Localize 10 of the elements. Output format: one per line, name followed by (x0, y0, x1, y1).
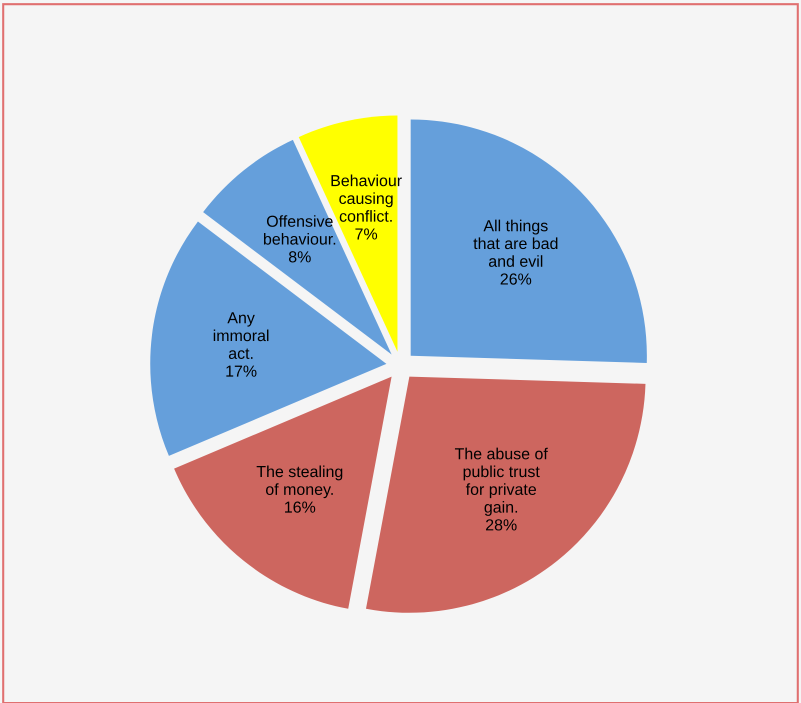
slice-label: All things that are bad and evil (473, 220, 558, 267)
data-label: 7% (355, 228, 378, 240)
slice-label: Any immoral act. (214, 312, 268, 359)
data-label: 28% (486, 519, 517, 531)
data-label: 26% (500, 273, 532, 285)
data-label: 17% (226, 366, 257, 377)
slice-label: The stealing of money. (256, 465, 342, 498)
data-label: 16% (285, 501, 316, 513)
data-label: 8% (288, 251, 311, 262)
slice-label: The abuse of public trust for private gain. (454, 448, 548, 516)
